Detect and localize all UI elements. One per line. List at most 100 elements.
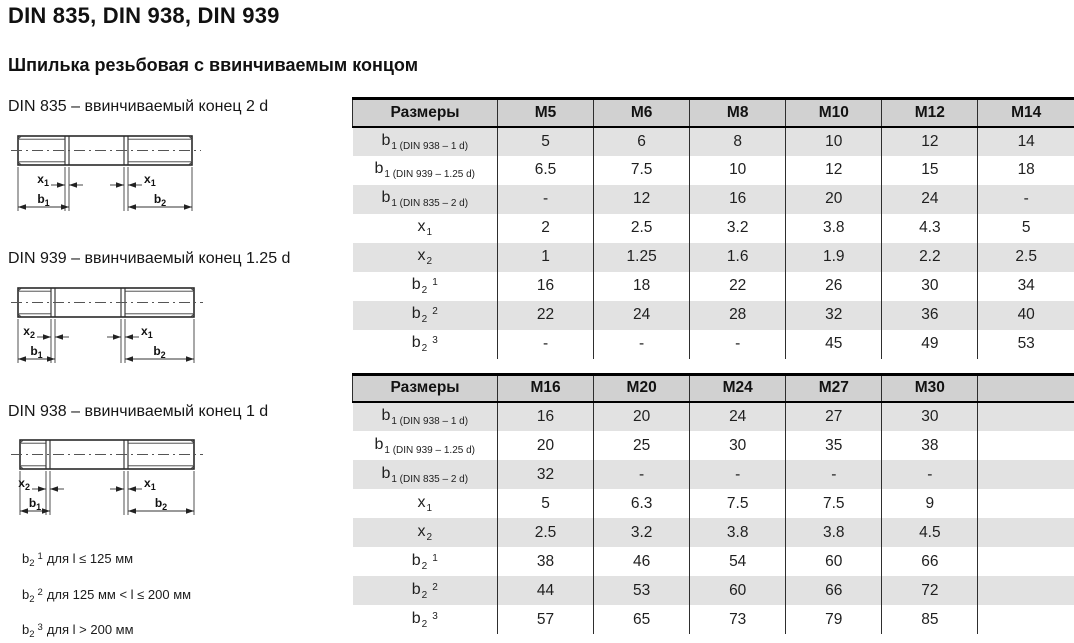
footnote-symbol: b bbox=[22, 551, 30, 566]
value-cell: 34 bbox=[977, 271, 1074, 301]
value-cell: 7.5 bbox=[689, 489, 786, 518]
dim-symbol-base: b bbox=[374, 160, 384, 177]
dim-symbol-base: b bbox=[411, 334, 421, 351]
value-cell: 1.9 bbox=[785, 242, 882, 272]
value-cell: 3.8 bbox=[785, 213, 882, 243]
dim-symbol-subscript: 2 bbox=[421, 285, 428, 296]
value-cell: 18 bbox=[977, 155, 1074, 185]
value-cell: 53 bbox=[593, 576, 690, 605]
value-cell: 32 bbox=[785, 300, 882, 330]
value-cell: 66 bbox=[881, 547, 978, 576]
row-label-cell: b1 (DIN 939 – 1.25 d) bbox=[353, 156, 498, 185]
table-header-size: M14 bbox=[977, 98, 1074, 128]
value-cell: - bbox=[593, 329, 690, 359]
dim-label-b2: b2 bbox=[153, 344, 165, 360]
dim-symbol-base: x bbox=[417, 218, 426, 235]
dim-symbol-subscript: 1 (DIN 938 – 1 d) bbox=[391, 140, 469, 152]
value-cell: 1 bbox=[496, 242, 594, 272]
table-row: x1 5 6.3 7.5 7.5 9 bbox=[353, 489, 1074, 518]
value-cell: 2.5 bbox=[593, 213, 690, 243]
dim-symbol-subscript: 2 bbox=[421, 589, 428, 601]
value-cell: 30 bbox=[881, 271, 978, 301]
table-header-sizes-label: Размеры bbox=[352, 98, 498, 128]
dim-symbol-subscript: 1 (DIN 938 – 1 d) bbox=[391, 416, 469, 427]
value-cell: 60 bbox=[689, 576, 786, 605]
value-cell: 12 bbox=[785, 155, 882, 185]
stud-drawing-din835: x1 x1 b1 b2 bbox=[11, 135, 201, 211]
value-cell: 30 bbox=[881, 402, 978, 431]
value-cell: 1.25 bbox=[593, 242, 690, 272]
table-row: x2 1 1.25 1.6 1.9 2.2 2.5 bbox=[352, 242, 1074, 272]
footnote-symbol: b bbox=[22, 622, 30, 637]
value-cell: 57 bbox=[496, 605, 594, 634]
table-row: b22 22 24 28 32 36 40 bbox=[352, 300, 1074, 330]
drawing-din938: x2 x1 b1 b2 bbox=[8, 428, 208, 528]
dim-label-x-left: x2 bbox=[18, 476, 30, 492]
value-cell: 12 bbox=[881, 126, 978, 156]
table-header-size: M20 bbox=[593, 374, 690, 403]
value-cell: 7.5 bbox=[593, 155, 690, 185]
value-cell: 24 bbox=[593, 300, 690, 330]
table-header-size: M27 bbox=[785, 374, 882, 403]
dim-symbol-base: b bbox=[411, 551, 421, 569]
table-header-size: M30 bbox=[881, 374, 978, 403]
row-label-cell: b1 (DIN 939 – 1.25 d) bbox=[353, 431, 498, 460]
value-cell: 20 bbox=[785, 184, 882, 214]
dim-symbol-superscript: 2 bbox=[432, 581, 438, 593]
dim-symbol-base: b bbox=[381, 189, 391, 206]
table-row: b1 (DIN 938 – 1 d) 16 20 24 27 30 bbox=[352, 402, 1074, 431]
dim-symbol-base: b bbox=[411, 305, 421, 322]
value-cell: 6.3 bbox=[593, 489, 690, 518]
dim-symbol-subscript: 2 bbox=[426, 256, 433, 267]
dim-symbol-base: b bbox=[374, 435, 384, 453]
dim-symbol-superscript: 3 bbox=[432, 335, 438, 346]
table-header-size: M16 bbox=[496, 374, 594, 403]
table-header-size: M6 bbox=[593, 98, 690, 128]
dimension-tables-panel: Размеры M5 M6 M8 M10 M12 M14 b1 (DIN 938 – 1 d)… bbox=[352, 97, 1074, 643]
value-cell: 30 bbox=[689, 431, 786, 460]
row-label-cell: x1 bbox=[353, 489, 498, 518]
table-row: x2 2.5 3.2 3.8 3.8 4.5 bbox=[352, 518, 1074, 547]
value-cell: 22 bbox=[689, 271, 786, 301]
value-cell: 20 bbox=[593, 402, 690, 431]
value-cell: 6 bbox=[593, 126, 690, 156]
row-label-cell: b22 bbox=[352, 300, 498, 330]
dim-symbol-base: b bbox=[411, 609, 421, 627]
table-row: b23- - -45 49 53 bbox=[353, 329, 1074, 359]
dim-symbol-base: b bbox=[381, 131, 391, 149]
value-cell: - bbox=[496, 184, 594, 214]
dim-symbol-subscript: 1 bbox=[426, 502, 433, 514]
table-row: b1 (DIN 939 – 1.25 d) 20 25 30 35 38 bbox=[353, 431, 1074, 460]
value-cell: 27 bbox=[785, 402, 882, 431]
value-cell: 72 bbox=[881, 576, 978, 605]
dimension-lines bbox=[17, 319, 195, 363]
value-cell: 8 bbox=[689, 126, 786, 156]
dim-label-b2: b2 bbox=[155, 496, 167, 512]
value-cell: - bbox=[689, 329, 786, 359]
dimension-lines bbox=[17, 167, 193, 211]
value-cell: 4.5 bbox=[881, 518, 978, 547]
value-cell: 24 bbox=[881, 184, 978, 214]
value-cell: 60 bbox=[785, 547, 882, 576]
dim-symbol-subscript: 2 bbox=[421, 618, 428, 630]
value-cell: 40 bbox=[977, 300, 1074, 330]
value-cell: - bbox=[496, 329, 594, 359]
dim-symbol-base: x bbox=[417, 247, 426, 264]
value-cell: - bbox=[785, 460, 882, 489]
value-cell: 6.5 bbox=[496, 155, 594, 185]
table-row: b1 (DIN 939 – 1.25 d) 6.5 7.5 10 12 15 18 bbox=[353, 155, 1074, 185]
dim-label-x-left: x1 bbox=[37, 172, 49, 188]
footnote-b2-1: b21 для l ≤ 125 мм bbox=[22, 551, 133, 569]
table-header-size: M12 bbox=[881, 98, 978, 128]
table-header-size bbox=[977, 374, 1074, 403]
value-cell: 16 bbox=[689, 184, 786, 214]
value-cell bbox=[977, 576, 1074, 605]
value-cell: 5 bbox=[496, 126, 594, 156]
row-label-cell: x2 bbox=[352, 242, 498, 272]
footnote-text: для 125 мм < l ≤ 200 мм bbox=[46, 587, 192, 602]
value-cell: - bbox=[977, 184, 1074, 214]
value-cell: 32 bbox=[496, 460, 594, 489]
dim-symbol-base: b bbox=[411, 276, 421, 293]
value-cell: 5 bbox=[496, 489, 594, 518]
value-cell: 38 bbox=[881, 431, 978, 460]
